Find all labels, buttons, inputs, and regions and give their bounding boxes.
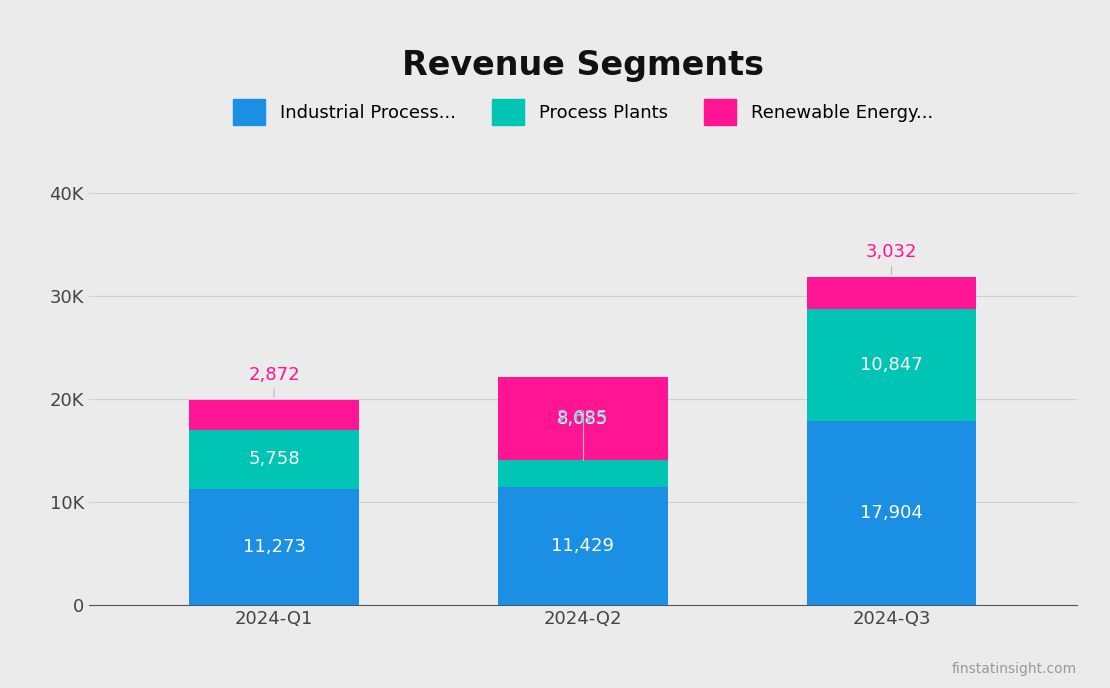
Bar [189, 489, 359, 605]
Bar [189, 400, 359, 430]
Text: 8,085: 8,085 [557, 409, 608, 428]
Bar [498, 488, 667, 605]
Text: 2,625: 2,625 [557, 409, 608, 427]
Text: 11,273: 11,273 [242, 538, 305, 557]
Text: 5,758: 5,758 [249, 451, 300, 469]
Text: 11,429: 11,429 [552, 537, 614, 555]
Legend: Industrial Process..., Process Plants, Renewable Energy...: Industrial Process..., Process Plants, R… [223, 90, 942, 133]
Title: Revenue Segments: Revenue Segments [402, 49, 764, 82]
Text: 3,032: 3,032 [866, 243, 917, 275]
Text: finstatinsight.com: finstatinsight.com [951, 662, 1077, 676]
Bar [498, 460, 667, 488]
Bar [807, 309, 977, 420]
Text: 10,847: 10,847 [860, 356, 922, 374]
Text: 2,872: 2,872 [249, 365, 300, 397]
Text: 17,904: 17,904 [860, 504, 922, 522]
Bar [498, 377, 667, 460]
Bar [807, 277, 977, 309]
Bar [807, 420, 977, 605]
Bar [189, 430, 359, 489]
